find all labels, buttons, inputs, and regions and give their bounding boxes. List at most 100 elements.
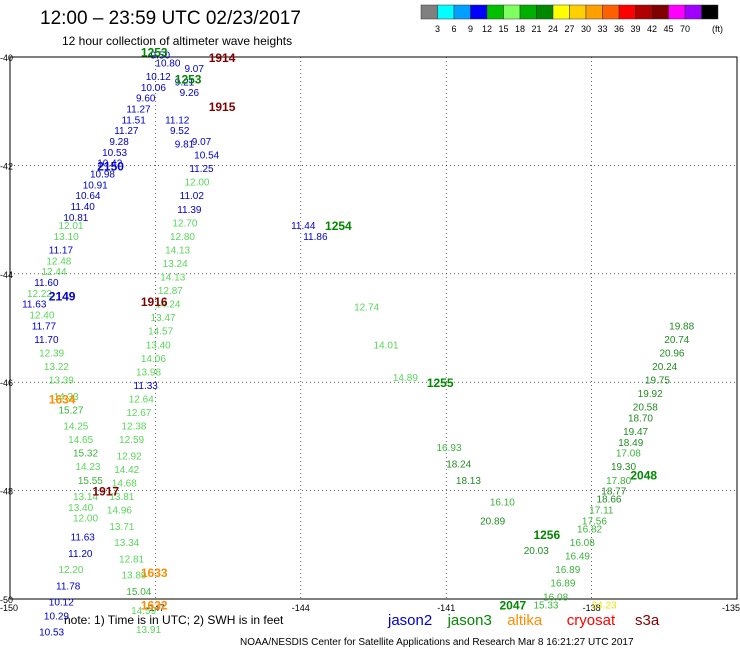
swh-value: 20.58 (633, 403, 658, 414)
swh-value: 17.80 (606, 476, 631, 487)
swh-value: 11.63 (71, 533, 96, 544)
swh-value: 19.92 (638, 389, 663, 400)
legend-swatch (437, 4, 455, 20)
swh-value: 9.07 (192, 137, 212, 148)
legend-swatch (486, 4, 504, 20)
swh-value: 10.64 (75, 191, 100, 202)
swh-value: 12.22 (27, 289, 52, 300)
swh-value: 14.25 (63, 422, 88, 433)
swh-value: 14.33 (54, 392, 79, 403)
swh-value: 12.64 (129, 394, 154, 405)
legend-swatch (701, 4, 719, 20)
swh-value: 9.50 (151, 50, 171, 61)
swh-value: 18.66 (596, 495, 621, 506)
legend-swatch (651, 4, 669, 20)
x-tick-labels: -150 -147 -144 -141 -138 -135 (0, 603, 740, 613)
swh-value: 11.39 (177, 205, 202, 216)
legend-swatch (585, 4, 603, 20)
pass-label: 2150 (97, 159, 124, 173)
swh-value: 10.53 (39, 628, 64, 639)
swh-value: 14.96 (107, 506, 132, 517)
pass-label: 1917 (92, 485, 119, 499)
swh-value: 9.60 (136, 94, 156, 105)
swh-value: 14.01 (374, 340, 399, 351)
legend-label: 27 (564, 24, 574, 34)
swh-value: 18.70 (628, 413, 653, 424)
legend-label: 9 (468, 24, 473, 34)
swh-value: 11.27 (126, 104, 151, 115)
pass-label: 1256 (533, 528, 560, 542)
swh-value: 12.81 (119, 554, 144, 565)
legend-label: 33 (597, 24, 607, 34)
swh-value: 11.25 (189, 164, 214, 175)
satellite-name: cryosat (567, 612, 616, 629)
swh-value: 11.70 (34, 335, 59, 346)
legend-label: 70 (680, 24, 690, 34)
pass-label: 2047 (500, 598, 527, 612)
swh-value: 18.77 (601, 487, 626, 498)
y-tick-label: -44 (0, 270, 13, 280)
swh-value: 13.81 (109, 492, 134, 503)
satellite-name: altika (507, 612, 543, 629)
swh-value: 13.22 (44, 362, 69, 373)
swh-value: 12.70 (172, 218, 197, 229)
swh-value: 12.80 (170, 232, 195, 243)
legend-label: 6 (451, 24, 456, 34)
swh-value: 16.93 (437, 443, 462, 454)
legend-label: 3 (435, 24, 440, 34)
swh-value: 10.12 (146, 72, 171, 83)
legend-swatch (503, 4, 521, 20)
pass-label: 1915 (209, 100, 236, 114)
swh-value: 15.04 (126, 587, 151, 598)
pass-label: 1254 (325, 219, 352, 233)
swh-value: 12.48 (46, 256, 71, 267)
legend-label: 30 (581, 24, 591, 34)
swh-value: 18.24 (446, 460, 471, 471)
swh-value: 17.11 (589, 506, 614, 517)
swh-value: 12.92 (117, 451, 142, 462)
x-tick-label: -135 (722, 603, 740, 613)
swh-value: 13.71 (109, 522, 134, 533)
swh-value: 16.82 (577, 525, 602, 536)
swh-value: 17.56 (582, 516, 607, 527)
swh-value: 14.68 (112, 478, 137, 489)
swh-value: 19.47 (623, 427, 648, 438)
legend-label: 21 (531, 24, 541, 34)
swh-value: 18.49 (618, 438, 643, 449)
swh-value: 10.53 (102, 148, 127, 159)
swh-value: 20.74 (664, 335, 689, 346)
swh-value: 16.49 (565, 552, 590, 563)
swh-value: 12.00 (73, 514, 98, 525)
pass-label: 1916 (141, 295, 168, 309)
swh-value: 10.42 (97, 159, 122, 170)
satellite-name: jason3 (447, 612, 492, 629)
swh-value: 15.55 (78, 476, 103, 487)
legend-swatch (420, 4, 438, 20)
swh-value: 14.57 (148, 327, 173, 338)
swh-value: 9.21 (175, 77, 195, 88)
legend-swatch (602, 4, 620, 20)
swh-value: 20.03 (524, 546, 549, 557)
x-tick-label: -144 (292, 603, 310, 613)
satellite-legend: jason2 jason3 altika cryosat s3a (387, 612, 660, 629)
swh-value: 10.54 (194, 151, 219, 162)
legend-swatch (684, 4, 702, 20)
swh-value: 12.00 (184, 178, 209, 189)
pass-label: 1255 (427, 376, 454, 390)
swh-value: 13.34 (114, 538, 139, 549)
swh-value: 13.89 (121, 571, 146, 582)
swh-value: 13.24 (163, 259, 188, 270)
swh-value: 13.47 (151, 313, 176, 324)
swh-value: 11.33 (134, 381, 159, 392)
swh-value: 13.14 (73, 492, 98, 503)
y-tick-labels: -40 -42 -44 -46 -48 -50 (0, 53, 13, 605)
swh-value: 14.42 (114, 465, 139, 476)
swh-value: 10.91 (83, 180, 108, 191)
legend-swatch (635, 4, 653, 20)
legend-label: 18 (515, 24, 525, 34)
swh-value: 12.39 (39, 348, 64, 359)
y-tick-label: -50 (0, 595, 13, 605)
legend-label: 42 (647, 24, 657, 34)
swh-value: 15.33 (533, 600, 558, 611)
y-tick-label: -48 (0, 487, 13, 497)
